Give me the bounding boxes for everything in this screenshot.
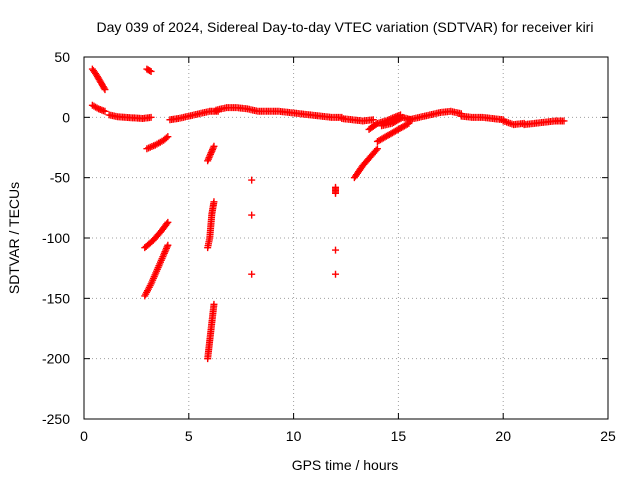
x-tick-label: 15 [391,428,407,444]
data-point [369,116,377,124]
y-tick-label: -200 [42,351,70,367]
data-point [93,104,101,112]
y-tick-label: 0 [62,109,70,125]
data-point [100,84,108,92]
data-point [147,67,155,75]
data-point [210,142,218,150]
data-point [248,211,256,219]
x-tick-label: 5 [185,428,193,444]
data-point [210,300,218,308]
data-point [164,241,172,249]
data-point [373,145,381,153]
data-point [101,86,109,94]
data-point [332,189,340,197]
data-point [248,176,256,184]
y-tick-label: -50 [50,170,70,186]
data-point [146,67,154,75]
data-point [332,246,340,254]
x-tick-label: 25 [600,428,616,444]
chart-title: Day 039 of 2024, Sidereal Day-to-day VTE… [97,19,594,35]
y-axis-label: SDTVAR / TECUs [6,182,22,294]
axis-ticks: 0 5 10 15 20 25 -250 -200 -150 -100 -50 0 50 [42,49,616,444]
x-tick-label: 20 [495,428,511,444]
data-point [210,198,218,206]
y-tick-label: -150 [42,290,70,306]
data-point [164,218,172,226]
data-point [101,107,109,115]
data-point [147,113,155,121]
data-points [88,65,568,363]
x-tick-label: 10 [286,428,302,444]
y-tick-label: -250 [42,411,70,427]
data-point [163,220,171,228]
x-tick-label: 0 [80,428,88,444]
x-axis-label: GPS time / hours [292,457,399,473]
grid-lines [84,57,608,419]
data-point [248,270,256,278]
plot-frame [83,56,609,420]
data-point [560,117,568,125]
data-point [372,146,380,154]
y-tick-label: 50 [54,49,70,65]
data-point [372,120,380,128]
data-point [332,270,340,278]
y-tick-label: -100 [42,230,70,246]
data-point [164,133,172,141]
data-point [162,134,170,142]
